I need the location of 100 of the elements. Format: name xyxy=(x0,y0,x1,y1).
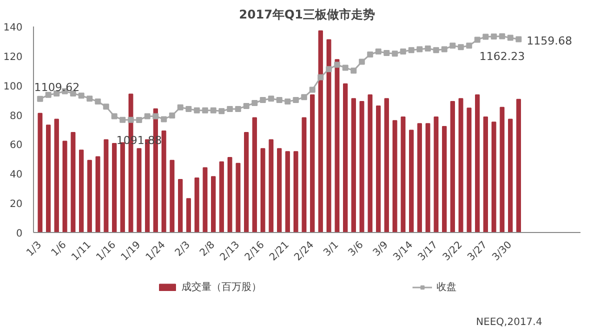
point xyxy=(499,33,506,40)
bar xyxy=(409,130,414,232)
point xyxy=(482,34,489,40)
bar xyxy=(62,140,68,232)
point xyxy=(194,107,200,114)
point xyxy=(458,44,464,50)
bar xyxy=(294,151,298,232)
point xyxy=(384,50,390,56)
x-tick-label: 1/6 xyxy=(50,240,69,259)
bar xyxy=(450,101,455,232)
bar xyxy=(268,139,274,232)
bar xyxy=(104,139,108,232)
bar xyxy=(38,112,42,232)
bar xyxy=(442,126,447,232)
point xyxy=(490,34,497,40)
bar xyxy=(508,118,513,232)
bar xyxy=(384,98,389,232)
bar xyxy=(466,108,472,232)
y-tick-label: 20 xyxy=(10,199,23,210)
bar xyxy=(516,98,521,232)
bar xyxy=(434,116,438,232)
bar xyxy=(252,117,257,232)
bar xyxy=(70,132,76,232)
data-label: 1109.62 xyxy=(34,80,80,94)
y-tick-label: 140 xyxy=(3,22,23,34)
x-tick-label: 3/9 xyxy=(371,240,391,259)
x-tick-label: 2/3 xyxy=(173,240,192,259)
bar xyxy=(483,116,488,232)
bar xyxy=(400,116,406,232)
point xyxy=(202,107,208,114)
bar xyxy=(368,94,372,232)
bar xyxy=(260,148,266,232)
point xyxy=(326,66,332,72)
point xyxy=(160,116,167,122)
point xyxy=(441,46,448,52)
point xyxy=(210,107,216,114)
bar xyxy=(170,160,174,232)
bar xyxy=(360,101,364,232)
bar xyxy=(219,161,224,232)
text: NEEQ,2017.4 xyxy=(476,317,542,328)
bar xyxy=(162,130,166,232)
bar xyxy=(136,148,142,232)
point xyxy=(94,98,101,105)
point xyxy=(466,42,472,49)
point xyxy=(284,98,291,105)
point xyxy=(334,62,340,68)
bar xyxy=(186,198,191,232)
point xyxy=(218,108,225,114)
bar xyxy=(351,98,356,232)
bar xyxy=(277,148,282,232)
point xyxy=(128,116,134,123)
bar xyxy=(334,59,340,232)
bar xyxy=(78,150,84,232)
point xyxy=(120,116,126,123)
data-label: 1159.68 xyxy=(526,34,572,48)
bar xyxy=(326,39,332,232)
x-tick-label: 3/1 xyxy=(322,240,341,259)
point xyxy=(260,97,266,104)
point xyxy=(235,106,242,112)
bar xyxy=(417,123,422,232)
point xyxy=(252,100,258,106)
point xyxy=(350,68,357,74)
data-label: 1162.23 xyxy=(479,50,525,64)
bar xyxy=(392,120,398,232)
bar xyxy=(87,160,92,232)
point xyxy=(86,96,93,102)
y-tick-label: 0 xyxy=(16,228,23,240)
bar xyxy=(244,132,249,232)
y-tick-label: 100 xyxy=(3,81,23,92)
point xyxy=(301,94,308,100)
y-tick-label: 120 xyxy=(3,52,23,63)
point xyxy=(433,47,440,54)
y-tick-label: 80 xyxy=(10,110,23,122)
point xyxy=(144,113,150,120)
bar xyxy=(202,167,208,232)
point xyxy=(292,97,299,104)
point xyxy=(177,104,184,110)
x-tick-label: 3/6 xyxy=(346,240,366,259)
bar xyxy=(500,106,504,232)
legend-label: 收盘 xyxy=(436,281,456,294)
point xyxy=(507,34,514,41)
point xyxy=(78,92,84,99)
bar xyxy=(426,123,430,232)
bar xyxy=(318,30,323,232)
point xyxy=(152,113,159,120)
bar xyxy=(302,117,306,232)
point xyxy=(342,64,348,71)
bar xyxy=(46,124,51,232)
point xyxy=(226,106,233,112)
bar xyxy=(475,94,480,232)
point xyxy=(392,50,398,57)
point xyxy=(103,104,110,110)
point xyxy=(268,96,274,102)
point xyxy=(45,92,52,98)
point xyxy=(400,48,406,55)
bar xyxy=(376,105,381,232)
bar xyxy=(285,151,290,232)
bar xyxy=(194,178,200,232)
bar xyxy=(343,83,348,232)
point xyxy=(416,46,423,52)
